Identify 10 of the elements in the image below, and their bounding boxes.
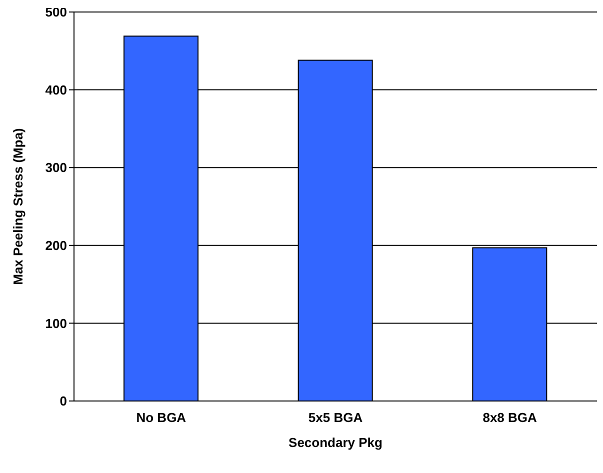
y-tick-label: 400 xyxy=(45,82,67,98)
y-tick-label: 100 xyxy=(45,316,67,331)
x-tick-label: No BGA xyxy=(136,410,187,426)
x-axis-title: Secondary Pkg xyxy=(288,435,383,450)
y-tick-label: 200 xyxy=(45,238,67,254)
y-tick-label: 0 xyxy=(60,394,67,409)
y-tick-label: 300 xyxy=(45,160,67,176)
y-axis-title: Max Peeling Stress (Mpa) xyxy=(10,128,26,285)
x-tick-label: 8x8 BGA xyxy=(482,410,538,426)
x-tick-label: 5x5 BGA xyxy=(308,410,364,426)
